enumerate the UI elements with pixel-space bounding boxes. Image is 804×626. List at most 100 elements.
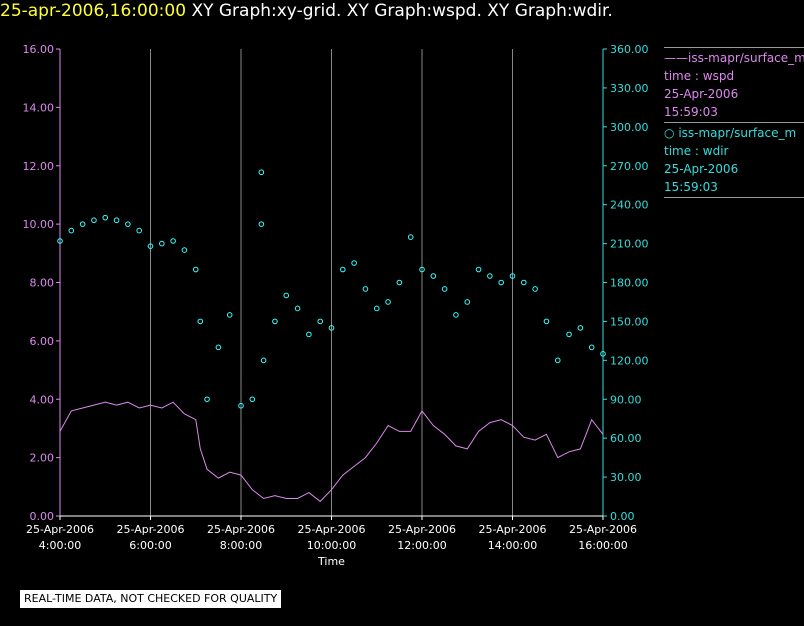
x-tick-date: 25-Apr-2006 [207,523,275,536]
wdir-point [464,299,471,305]
wdir-point [362,286,369,292]
wdir-point [125,221,131,227]
legend-divider [664,197,804,198]
legend-wdir-source: iss-mapr/surface_m [678,126,797,140]
wdir-point [258,169,265,176]
left-tick-label: 16.00 [23,43,55,56]
legend-wspd-date: 25-Apr-2006 [664,87,739,101]
wdir-point [532,286,538,292]
wdir-point [226,312,233,318]
wdir-point [136,227,142,234]
wdir-point [170,238,176,244]
legend-divider [664,122,804,123]
right-tick-label: 150.00 [610,315,649,328]
left-tick-label: 14.00 [23,101,55,114]
wdir-point [554,357,561,364]
right-tick-label: 180.00 [610,277,649,290]
x-tick-date: 25-Apr-2006 [569,523,637,536]
right-tick-label: 270.00 [610,160,649,173]
wdir-point [159,240,165,247]
x-tick-date: 25-Apr-2006 [478,523,546,536]
wdir-point [521,279,527,286]
legend-wspd-source-row: ——iss-mapr/surface_m [664,49,804,67]
left-tick-label: 6.00 [30,335,55,348]
wdir-point [328,325,335,331]
wdir-point [249,396,256,403]
x-tick-time: 16:00:00 [578,539,627,552]
x-tick-date: 25-Apr-2006 [116,523,184,536]
wdir-point [407,234,414,240]
wdir-point [385,299,391,305]
wdir-point [91,217,97,224]
wdir-point [204,396,210,403]
legend-wdir-source-row: ○ iss-mapr/surface_m [664,124,804,142]
graph-title-bar: 25-apr-2006,16:00:00 XY Graph:xy-grid. X… [0,0,613,22]
wdir-point [340,266,346,273]
wdir-point [453,312,459,318]
right-tick-label: 210.00 [610,238,649,251]
wdir-point [57,238,63,244]
wdir-point [79,221,86,227]
right-tick-label: 90.00 [610,393,642,406]
right-tick-label: 30.00 [610,471,642,484]
wdir-point [317,318,323,325]
x-tick-date: 25-Apr-2006 [297,523,365,536]
left-tick-label: 12.00 [23,160,55,173]
wdir-point [543,318,550,325]
x-tick-time: 8:00:00 [220,539,262,552]
wdir-point [430,273,437,279]
left-tick-label: 2.00 [30,452,55,465]
left-tick-label: 0.00 [30,510,55,523]
legend-wspd-time: 15:59:03 [664,105,718,119]
legend: ——iss-mapr/surface_m time : wspd 25-Apr-… [664,46,804,199]
wdir-point [306,331,312,338]
x-tick-date: 25-Apr-2006 [388,523,456,536]
wdir-point [294,305,301,312]
wdir-point [441,286,448,292]
x-tick-time: 12:00:00 [397,539,446,552]
right-tick-label: 300.00 [610,121,649,134]
wdir-point [577,325,584,331]
legend-wspd-var: time : wspd [664,69,735,83]
wdir-point [396,279,403,286]
wdir-point [147,243,154,249]
right-tick-label: 360.00 [610,43,649,56]
wdir-point [68,227,75,234]
wdir-point [197,318,204,325]
legend-wspd-source: iss-mapr/surface_m [688,51,804,65]
left-tick-label: 8.00 [30,277,55,290]
wdir-point [566,331,572,338]
wdir-point [238,402,244,409]
quality-notice: REAL-TIME DATA, NOT CHECKED FOR QUALITY [20,590,282,608]
wdir-point [283,292,290,299]
left-tick-label: 4.00 [30,393,55,406]
wdir-point [373,305,380,312]
wdir-point [258,221,265,227]
graph-title: XY Graph:xy-grid. XY Graph:wspd. XY Grap… [191,1,613,21]
wdir-point [351,260,357,266]
wdir-point [260,357,267,364]
left-tick-label: 10.00 [23,218,55,231]
right-tick-label: 60.00 [610,432,642,445]
right-tick-label: 120.00 [610,354,649,367]
wdir-point [113,217,120,224]
legend-wspd-symbol: —— [664,51,688,65]
timestamp: 25-apr-2006,16:00:00 [0,1,187,21]
wdir-point [215,344,222,351]
legend-wdir-var: time : wdir [664,144,729,158]
legend-wdir-time: 15:59:03 [664,180,718,194]
wdir-point [181,247,188,253]
wspd-line [59,401,604,503]
x-tick-time: 14:00:00 [488,539,537,552]
wdir-point [588,344,595,351]
x-tick-time: 10:00:00 [307,539,356,552]
right-tick-label: 0.00 [610,510,635,523]
x-tick-time: 6:00:00 [129,539,171,552]
wdir-point [509,273,516,279]
wdir-point [475,266,482,273]
wdir-point [498,279,504,286]
x-axis-label: Time [317,555,345,568]
legend-divider [664,47,804,48]
wdir-point [272,318,278,325]
